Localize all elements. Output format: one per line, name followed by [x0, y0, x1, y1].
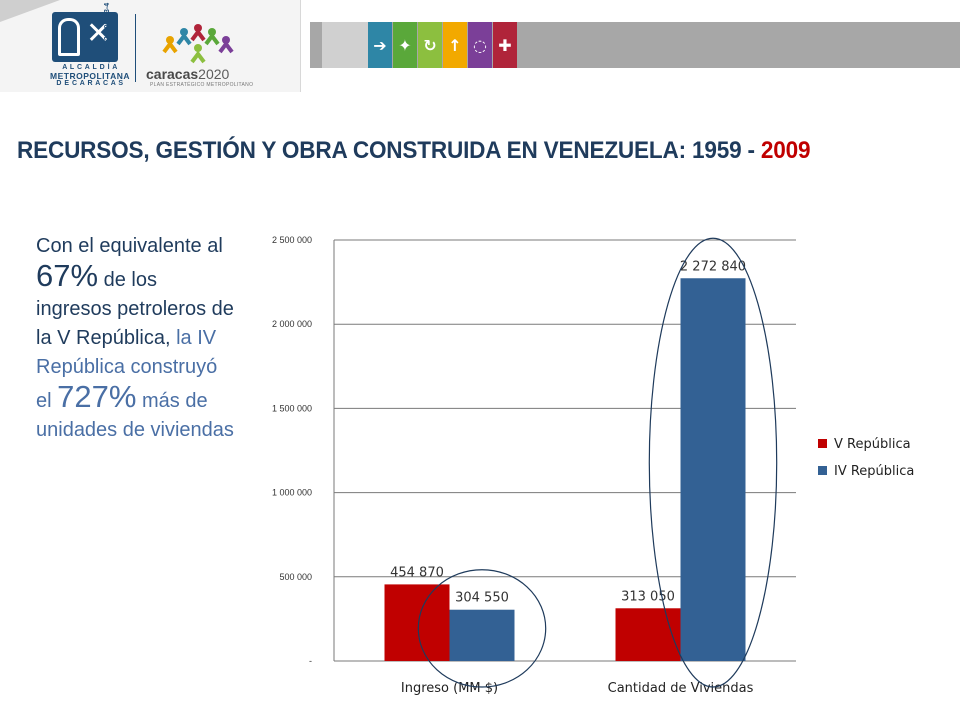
- side-text-percent-67: 67%: [36, 258, 99, 293]
- data-label: 2 272 840: [680, 259, 746, 274]
- dots-circle-icon: ◌: [468, 22, 492, 68]
- person-icon: ✦: [393, 22, 417, 68]
- legend-label: V República: [834, 437, 911, 452]
- side-commentary: Con el equivalente al 67% de los ingreso…: [36, 232, 236, 445]
- alcaldia-line-2: METROPOLITANA: [50, 71, 131, 81]
- y-tick-label: 500 000: [279, 572, 312, 582]
- data-label: 304 550: [455, 591, 509, 606]
- alcaldia-line-3: D E C A R A C A S: [56, 80, 124, 87]
- data-label: 313 050: [621, 589, 675, 604]
- bar: [449, 609, 515, 661]
- crest-cross-icon: [58, 18, 80, 56]
- side-text-percent-727: 727%: [57, 379, 137, 414]
- legend-label: IV República: [834, 464, 914, 479]
- alcaldia-line-1: A L C A L D Í A: [62, 64, 118, 71]
- caracas2020-wordmark: caracas2020: [146, 66, 229, 82]
- bar: [680, 278, 746, 661]
- alcaldia-wordmark: A L C A L D Í A METROPOLITANA D E C A R …: [50, 64, 130, 88]
- arrow-up-icon: ↑: [443, 22, 467, 68]
- y-tick-label: -: [309, 656, 312, 666]
- side-text-part-3: la IV República construyó el: [36, 327, 218, 412]
- legend-swatch: [818, 439, 827, 448]
- crest-emblem-icon: ✕: [86, 16, 112, 51]
- caracas2020-subtitle: PLAN ESTRATÉGICO METROPOLITANO: [150, 82, 254, 88]
- y-tick-label: 1 000 000: [272, 488, 312, 498]
- y-tick-label: 2 500 000: [272, 235, 312, 245]
- logo-divider: [135, 14, 136, 82]
- side-text-part-4: más de unidades de viviendas: [36, 390, 234, 441]
- slide-title-main: RECURSOS, GESTIÓN Y OBRA CONSTRUIDA EN V…: [17, 137, 761, 164]
- x-category-label: Ingreso (MM $): [401, 681, 498, 696]
- annotation-ellipse: [417, 569, 547, 688]
- caracas-year: 2020: [198, 66, 230, 82]
- expand-icon: ✚: [493, 22, 517, 68]
- cycle-icon: ↻: [418, 22, 442, 68]
- caracas2020-people-logo: [162, 24, 234, 64]
- data-label: 454 870: [390, 565, 444, 580]
- slide-title: RECURSOS, GESTIÓN Y OBRA CONSTRUIDA EN V…: [17, 137, 811, 165]
- legend-swatch: [818, 466, 827, 475]
- slide-title-year: 2009: [760, 137, 811, 164]
- arrow-right-icon: ➔: [368, 22, 392, 68]
- x-category-label: Cantidad de Viviendas: [608, 681, 754, 696]
- caracas-word: caracas: [146, 66, 199, 82]
- bar: [615, 608, 681, 661]
- y-tick-label: 2 000 000: [272, 319, 312, 329]
- side-text-part-1: Con el equivalente al: [36, 235, 223, 257]
- side-text-part-2: de los ingresos petroleros de la V Repúb…: [36, 269, 234, 349]
- logo-fold: [0, 0, 60, 22]
- annotation-ellipse: [648, 237, 778, 688]
- bar: [384, 584, 450, 661]
- header-ribbon-accent: [322, 22, 368, 68]
- y-tick-label: 1 500 000: [272, 403, 312, 413]
